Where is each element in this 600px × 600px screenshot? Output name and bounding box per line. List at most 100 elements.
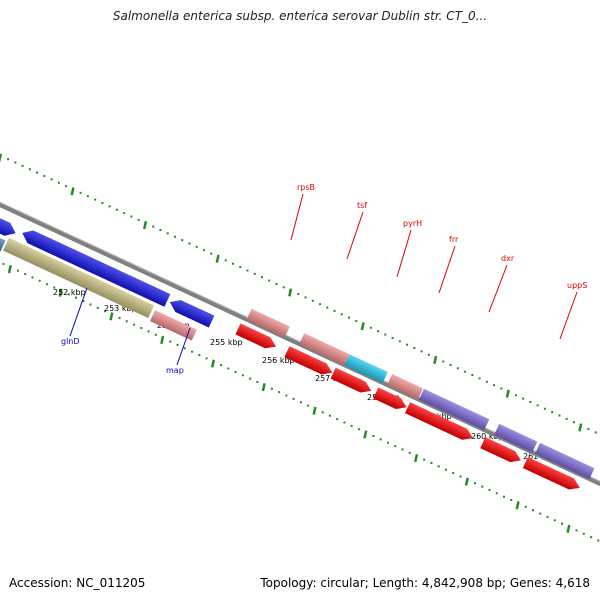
inner-ring-minor-tick	[532, 509, 535, 512]
gene-block-shade	[404, 402, 473, 440]
outer-ring-minor-tick	[478, 377, 481, 380]
outer-ring-major-tick	[360, 322, 365, 331]
inner-ring-minor-tick	[53, 286, 56, 289]
inner-ring-minor-tick	[270, 387, 273, 390]
gene-feature	[0, 207, 16, 236]
outer-ring-minor-tick	[326, 306, 329, 309]
outer-ring-minor-tick	[333, 309, 336, 312]
gene-block-shade	[418, 388, 490, 431]
inner-ring-minor-tick	[154, 333, 157, 336]
gene-label-rpsB: rpsB	[297, 183, 315, 192]
inner-ring-minor-tick	[452, 472, 455, 475]
inner-ring-major-tick	[566, 524, 571, 533]
inner-ring-minor-tick	[241, 374, 244, 377]
outer-ring-minor-tick	[384, 333, 387, 336]
outer-ring-minor-tick	[239, 266, 242, 269]
inner-ring-minor-tick	[459, 475, 462, 478]
gene-label-map: map	[166, 366, 184, 375]
outer-ring-major-tick	[215, 254, 220, 263]
inner-ring-minor-tick	[597, 539, 600, 542]
outer-ring-minor-tick	[413, 347, 416, 350]
inner-ring-minor-tick	[2, 262, 5, 265]
outer-ring-minor-tick	[282, 286, 285, 289]
inner-ring-minor-tick	[336, 418, 339, 421]
inner-ring-major-tick	[312, 406, 317, 415]
outer-ring-minor-tick	[340, 313, 343, 316]
inner-ring-minor-tick	[495, 492, 498, 495]
outer-ring-minor-tick	[565, 417, 568, 420]
gene-feature	[284, 346, 333, 375]
outer-ring-minor-tick	[456, 367, 459, 370]
outer-ring-minor-tick	[21, 164, 24, 167]
inner-ring-minor-tick	[546, 515, 549, 518]
inner-ring-minor-tick	[502, 495, 505, 498]
outer-ring-minor-tick	[152, 225, 155, 228]
inner-ring-major-tick	[109, 312, 114, 321]
inner-ring-minor-tick	[125, 320, 128, 323]
gene-leader-line	[346, 211, 364, 260]
inner-ring-major-tick	[7, 265, 12, 274]
scale-label: 255 kbp	[210, 338, 243, 347]
outer-ring-minor-tick	[43, 175, 46, 178]
gene-block-shade	[0, 207, 16, 236]
inner-ring-minor-tick	[575, 529, 578, 532]
gene-feature	[480, 437, 521, 463]
inner-ring-minor-tick	[372, 434, 375, 437]
inner-ring-minor-tick	[561, 522, 564, 525]
inner-ring-minor-tick	[278, 391, 281, 394]
gene-block-shade	[480, 437, 521, 463]
outer-ring-minor-tick	[181, 239, 184, 242]
inner-ring-minor-tick	[169, 340, 172, 343]
inner-ring-minor-tick	[183, 347, 186, 350]
inner-ring-minor-tick	[437, 465, 440, 468]
gene-block-shade	[299, 333, 350, 366]
outer-ring-minor-tick	[485, 380, 488, 383]
gene-leader-line	[559, 291, 578, 340]
gene-block-shade	[522, 457, 580, 490]
inner-ring-minor-tick	[191, 350, 194, 353]
gene-leader-line	[396, 229, 412, 278]
inner-ring-minor-tick	[249, 377, 252, 380]
inner-ring-minor-tick	[510, 499, 513, 502]
inner-ring-minor-tick	[198, 354, 201, 357]
outer-ring-minor-tick	[500, 387, 503, 390]
outer-ring-minor-tick	[311, 299, 314, 302]
gene-feature	[330, 367, 372, 393]
outer-ring-minor-tick	[50, 178, 53, 181]
inner-ring-minor-tick	[524, 505, 527, 508]
inner-ring-minor-tick	[401, 448, 404, 451]
inner-ring-major-tick	[414, 453, 419, 463]
outer-ring-minor-tick	[115, 208, 118, 211]
outer-ring-minor-tick	[594, 431, 597, 434]
gene-feature	[373, 387, 407, 409]
inner-ring-major-tick	[160, 335, 165, 345]
outer-ring-minor-tick	[348, 316, 351, 319]
inner-ring-minor-tick	[140, 327, 143, 330]
outer-ring-minor-tick	[14, 161, 17, 164]
outer-ring-minor-tick	[275, 282, 278, 285]
outer-ring-minor-tick	[558, 414, 561, 417]
outer-ring-minor-tick	[551, 411, 554, 414]
outer-ring-minor-tick	[297, 293, 300, 296]
gene-block-shade	[494, 423, 538, 453]
inner-ring-minor-tick	[285, 394, 288, 397]
scale-label: 253 kbp	[104, 304, 137, 313]
gene-block-shade	[373, 387, 407, 409]
inner-ring-minor-tick	[292, 397, 295, 400]
outer-ring-minor-tick	[195, 245, 198, 248]
outer-ring-minor-tick	[210, 252, 213, 255]
outer-ring-major-tick	[578, 423, 583, 432]
inner-ring-minor-tick	[473, 482, 476, 485]
inner-ring-minor-tick	[481, 485, 484, 488]
outer-ring-major-tick	[0, 153, 3, 162]
gene-leader-line	[438, 245, 456, 294]
inner-ring-minor-tick	[220, 364, 223, 367]
gene-feature	[418, 388, 490, 431]
inner-ring-minor-tick	[234, 370, 237, 373]
outer-ring-minor-tick	[464, 370, 467, 373]
outer-ring-minor-tick	[260, 276, 263, 279]
inner-ring-minor-tick	[45, 283, 48, 286]
outer-ring-major-tick	[143, 220, 148, 230]
inner-ring-minor-tick	[379, 438, 382, 441]
